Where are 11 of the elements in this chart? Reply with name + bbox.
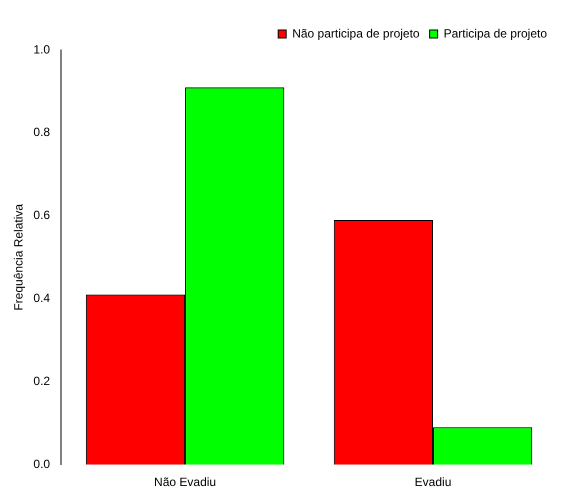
- y-tick-label: 0.4: [33, 291, 50, 306]
- legend-label: Não participa de projeto: [292, 26, 420, 40]
- y-tick-label: 0.2: [33, 374, 50, 388]
- y-axis-title: Frequência Relativa: [12, 204, 26, 311]
- x-tick-label: Evadiu: [414, 475, 452, 490]
- x-tick-label: Não Evadiu: [154, 475, 216, 490]
- y-tick-label: 0.6: [33, 208, 50, 222]
- y-tick-label: 0.8: [33, 125, 50, 140]
- legend-label: Participa de projeto: [444, 26, 548, 40]
- y-tick-label: 1.0: [33, 42, 50, 56]
- y-tick-label: 0.0: [33, 456, 50, 471]
